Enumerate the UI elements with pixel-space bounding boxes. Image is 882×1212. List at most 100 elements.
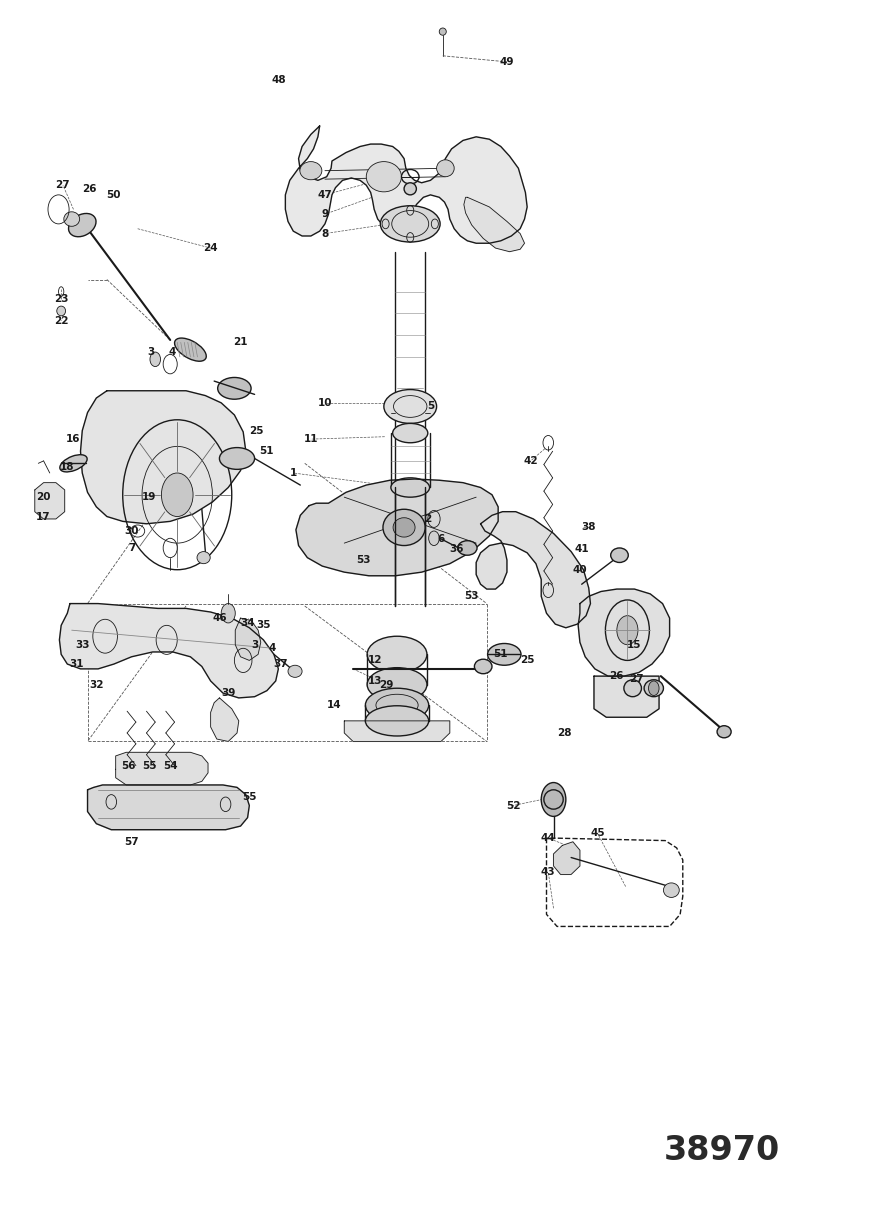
Text: 3: 3 [251,640,258,650]
Text: 51: 51 [494,650,508,659]
Text: 31: 31 [69,659,84,669]
Text: 28: 28 [557,728,572,738]
Text: 57: 57 [124,836,138,847]
Text: 38: 38 [581,522,596,532]
Text: 46: 46 [213,613,227,623]
Text: 36: 36 [450,544,464,554]
Ellipse shape [300,161,322,179]
Ellipse shape [366,161,401,191]
Text: 33: 33 [75,640,90,650]
Circle shape [648,681,659,696]
Ellipse shape [488,644,521,665]
Ellipse shape [624,680,641,697]
Polygon shape [296,479,498,576]
Polygon shape [211,698,239,742]
Polygon shape [464,198,525,252]
Ellipse shape [288,665,302,678]
Ellipse shape [380,206,440,242]
Ellipse shape [365,705,429,736]
Text: 29: 29 [379,680,393,690]
Text: 50: 50 [107,190,121,200]
Text: 3: 3 [147,347,154,358]
Text: 26: 26 [609,671,624,681]
Ellipse shape [404,183,416,195]
Text: 9: 9 [321,210,328,219]
Text: 43: 43 [541,867,556,877]
Text: 13: 13 [368,676,382,686]
Text: 41: 41 [574,544,589,554]
Text: 19: 19 [142,492,156,502]
Text: 23: 23 [54,293,69,304]
Text: 18: 18 [60,462,75,471]
Text: 32: 32 [89,680,103,690]
Ellipse shape [365,688,429,722]
Text: 37: 37 [273,659,288,669]
Text: 38970: 38970 [664,1133,781,1167]
Ellipse shape [56,307,65,316]
Text: 55: 55 [142,761,156,771]
Ellipse shape [439,28,446,35]
Ellipse shape [383,509,425,545]
Polygon shape [476,511,590,628]
Text: 6: 6 [437,534,445,544]
Text: 27: 27 [629,674,644,684]
Text: 47: 47 [318,190,333,200]
Text: 54: 54 [163,761,177,771]
Circle shape [150,351,161,366]
Text: 49: 49 [500,57,514,67]
Text: 51: 51 [259,446,274,456]
Text: 35: 35 [256,621,271,630]
Ellipse shape [220,447,255,469]
Ellipse shape [392,423,428,442]
Text: 42: 42 [523,456,538,465]
Text: 8: 8 [321,229,329,239]
Ellipse shape [610,548,628,562]
Polygon shape [594,676,659,718]
Text: 14: 14 [326,701,341,710]
Ellipse shape [458,541,477,555]
Ellipse shape [384,389,437,423]
Text: 25: 25 [519,656,534,665]
Ellipse shape [475,659,492,674]
Polygon shape [235,618,261,661]
Text: 21: 21 [233,337,248,348]
Text: 16: 16 [66,434,81,444]
Text: 53: 53 [465,591,479,601]
Polygon shape [554,842,580,874]
Text: 24: 24 [204,244,218,253]
Circle shape [161,473,193,516]
Circle shape [617,616,638,645]
Ellipse shape [175,338,206,361]
Text: 40: 40 [572,565,587,574]
Ellipse shape [391,478,430,497]
Polygon shape [34,482,64,519]
Polygon shape [579,589,669,676]
Text: 1: 1 [289,468,297,478]
Text: 2: 2 [424,514,431,524]
Ellipse shape [60,454,87,471]
Text: 26: 26 [82,184,96,194]
Text: 15: 15 [627,640,642,650]
Text: 48: 48 [271,75,286,85]
Text: 4: 4 [168,347,176,358]
Ellipse shape [367,668,427,702]
Polygon shape [344,721,450,742]
Text: 12: 12 [368,656,382,665]
Ellipse shape [663,882,679,897]
Ellipse shape [393,518,415,537]
Text: 11: 11 [303,434,318,444]
Ellipse shape [717,726,731,738]
Text: 44: 44 [541,833,556,844]
Text: 45: 45 [590,828,605,839]
Polygon shape [286,126,527,244]
Polygon shape [59,604,279,698]
Text: 20: 20 [36,492,51,502]
Polygon shape [116,753,208,785]
Text: 55: 55 [242,793,257,802]
Text: 27: 27 [56,181,71,190]
Text: 22: 22 [54,315,69,326]
Ellipse shape [197,551,210,564]
Text: 53: 53 [356,555,370,565]
Ellipse shape [437,160,454,177]
Ellipse shape [367,636,427,673]
